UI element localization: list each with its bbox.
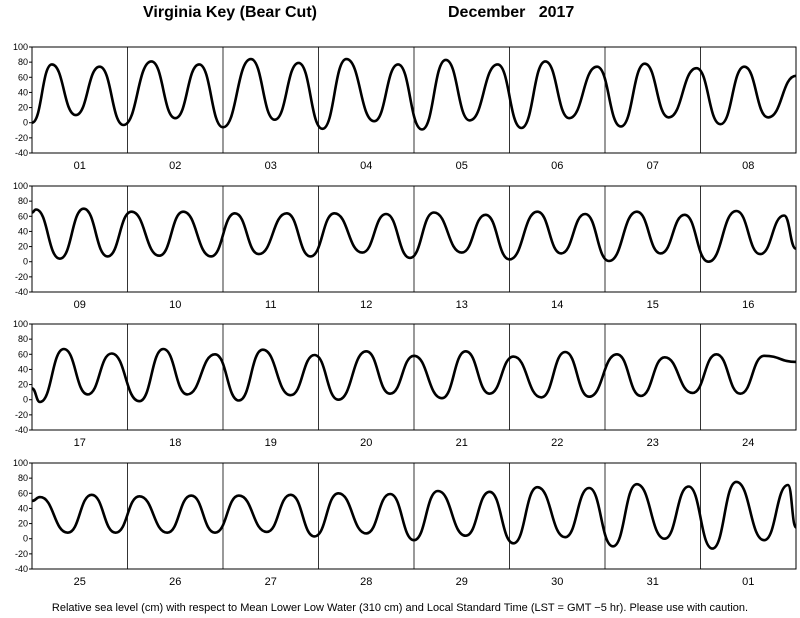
y-tick-label: 60: [18, 72, 28, 82]
day-label: 13: [456, 299, 468, 311]
day-label: 22: [551, 437, 563, 449]
day-label: 08: [742, 160, 754, 172]
day-label: 21: [456, 437, 468, 449]
day-label: 12: [360, 299, 372, 311]
y-tick-label: -40: [15, 287, 28, 297]
day-label: 16: [742, 299, 754, 311]
day-label: 29: [456, 576, 468, 588]
day-label: 02: [169, 160, 181, 172]
y-tick-label: 100: [13, 181, 28, 191]
day-label: 01: [742, 576, 754, 588]
chart-title-year: 2017: [538, 4, 575, 21]
day-label: 10: [169, 299, 181, 311]
y-tick-label: 40: [18, 503, 28, 513]
day-label: 04: [360, 160, 372, 172]
y-tick-label: 0: [23, 395, 28, 405]
y-tick-label: 20: [18, 519, 28, 529]
y-tick-label: 60: [18, 488, 28, 498]
y-tick-label: 0: [23, 534, 28, 544]
y-tick-label: 20: [18, 103, 28, 113]
y-tick-label: 60: [18, 349, 28, 359]
y-tick-label: -40: [15, 564, 28, 574]
y-tick-label: 20: [18, 242, 28, 252]
day-label: 20: [360, 437, 372, 449]
day-label: 09: [74, 299, 86, 311]
day-label: 24: [742, 437, 754, 449]
day-label: 23: [647, 437, 659, 449]
tide-curve-4: [31, 480, 798, 550]
y-tick-label: 0: [23, 257, 28, 267]
day-label: 05: [456, 160, 468, 172]
day-label: 18: [169, 437, 181, 449]
y-tick-label: -20: [15, 549, 28, 559]
day-label: 31: [647, 576, 659, 588]
y-tick-label: -20: [15, 272, 28, 282]
y-tick-label: 80: [18, 57, 28, 67]
day-label: 01: [74, 160, 86, 172]
y-tick-label: 80: [18, 473, 28, 483]
chart-title-date: December 2017: [448, 4, 574, 22]
y-tick-label: 100: [13, 42, 28, 52]
y-tick-label: 20: [18, 380, 28, 390]
tide-curve-1: [31, 57, 797, 131]
y-tick-label: 100: [13, 458, 28, 468]
day-label: 28: [360, 576, 372, 588]
day-label: 26: [169, 576, 181, 588]
y-tick-label: -40: [15, 148, 28, 158]
y-tick-label: 0: [23, 118, 28, 128]
day-label: 07: [647, 160, 659, 172]
day-label: 27: [265, 576, 277, 588]
chart-title-month: December: [448, 4, 526, 21]
y-tick-label: 40: [18, 226, 28, 236]
y-tick-label: -20: [15, 133, 28, 143]
chart-title-station: Virginia Key (Bear Cut): [143, 4, 317, 21]
y-tick-label: 60: [18, 211, 28, 221]
day-label: 25: [74, 576, 86, 588]
y-tick-label: 40: [18, 364, 28, 374]
y-tick-label: -20: [15, 410, 28, 420]
chart-footer-caption: Relative sea level (cm) with respect to …: [51, 602, 749, 614]
y-tick-label: 100: [13, 319, 28, 329]
day-label: 03: [265, 160, 277, 172]
day-label: 17: [74, 437, 86, 449]
day-label: 19: [265, 437, 277, 449]
y-tick-label: 80: [18, 196, 28, 206]
tide-curve-2: [31, 207, 797, 263]
day-label: 30: [551, 576, 563, 588]
y-tick-label: 80: [18, 334, 28, 344]
day-label: 06: [551, 160, 563, 172]
tide-curve-3: [31, 347, 797, 404]
day-label: 14: [551, 299, 563, 311]
y-tick-label: -40: [15, 425, 28, 435]
day-label: 11: [265, 299, 276, 311]
day-label: 15: [647, 299, 659, 311]
y-tick-label: 40: [18, 87, 28, 97]
